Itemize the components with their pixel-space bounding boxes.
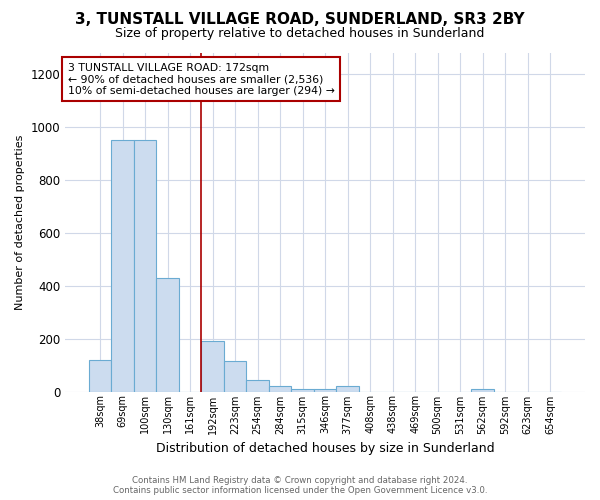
Bar [314,390,337,392]
Y-axis label: Number of detached properties: Number of detached properties [15,134,25,310]
Bar [157,278,179,392]
Bar [89,360,111,392]
Text: 3 TUNSTALL VILLAGE ROAD: 172sqm
← 90% of detached houses are smaller (2,536)
10%: 3 TUNSTALL VILLAGE ROAD: 172sqm ← 90% of… [68,62,335,96]
Text: Contains HM Land Registry data © Crown copyright and database right 2024.
Contai: Contains HM Land Registry data © Crown c… [113,476,487,495]
X-axis label: Distribution of detached houses by size in Sunderland: Distribution of detached houses by size … [156,442,494,455]
Bar [224,361,247,392]
Bar [269,386,292,392]
Bar [202,341,224,392]
Text: 3, TUNSTALL VILLAGE ROAD, SUNDERLAND, SR3 2BY: 3, TUNSTALL VILLAGE ROAD, SUNDERLAND, SR… [75,12,525,28]
Text: Size of property relative to detached houses in Sunderland: Size of property relative to detached ho… [115,28,485,40]
Bar [247,380,269,392]
Bar [134,140,157,392]
Bar [111,140,134,392]
Bar [472,389,494,392]
Bar [337,386,359,392]
Bar [292,390,314,392]
